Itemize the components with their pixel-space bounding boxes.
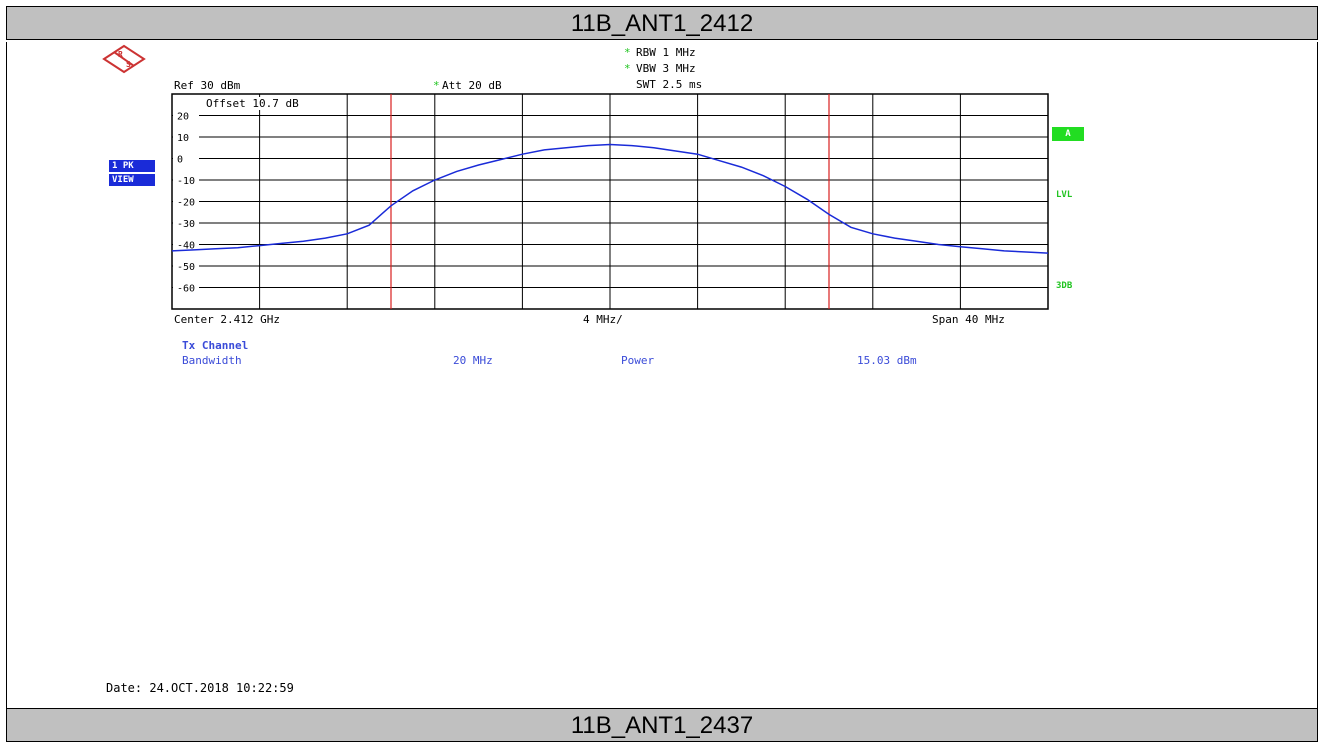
tx-channel-title: Tx Channel: [182, 339, 249, 352]
tick-label-bg: [173, 153, 199, 164]
ref-level-label: Ref 30 dBm: [174, 79, 241, 92]
sweep-time-label: SWT 2.5 ms: [636, 78, 703, 91]
scale-per-div-label: 4 MHz/: [583, 313, 623, 326]
trace-a-badge: A: [1052, 127, 1084, 141]
y-tick-label: -50: [177, 262, 195, 273]
bandwidth-label: Bandwidth: [182, 354, 242, 367]
tick-label-bg: [173, 239, 199, 250]
att-star-icon: *: [433, 79, 440, 92]
header-band-bottom: 11B_ANT1_2437: [6, 708, 1318, 742]
attenuation-label: Att 20 dB: [442, 79, 502, 92]
span-label: Span 40 MHz: [932, 313, 1005, 326]
y-tick-label: 10: [177, 133, 189, 144]
svg-text:R: R: [118, 50, 123, 59]
header-band-top: 11B_ANT1_2412: [6, 6, 1318, 40]
power-value: 15.03 dBm: [857, 354, 917, 367]
tick-label-bg: [173, 218, 199, 228]
y-tick-label: -10: [177, 176, 195, 187]
level-indicator: LVL: [1056, 190, 1073, 200]
tick-label-bg: [173, 175, 199, 185]
tick-label-bg: [173, 196, 199, 207]
svg-text:S: S: [126, 60, 131, 69]
spectrum-plot: 20 10 0 -10 -20 -30 -40 -50 -60: [171, 93, 1049, 310]
tick-label-bg: [173, 282, 199, 293]
spectrum-trace: [171, 143, 1049, 254]
y-tick-label: 20: [177, 112, 189, 123]
y-tick-label: -30: [177, 219, 195, 230]
vbw-label: VBW 3 MHz: [636, 62, 696, 75]
y-tick-label: -60: [177, 284, 195, 295]
rbw-label: RBW 1 MHz: [636, 46, 696, 59]
y-tick-label: -40: [177, 241, 195, 252]
report-frame: [6, 42, 1318, 708]
tick-label-bg: [173, 261, 199, 271]
bandwidth-value: 20 MHz: [453, 354, 493, 367]
vbw-star-icon: *: [624, 62, 631, 75]
date-stamp: Date: 24.OCT.2018 10:22:59: [106, 681, 294, 695]
trace-view-label: VIEW: [109, 174, 155, 186]
center-frequency-label: Center 2.412 GHz: [174, 313, 280, 326]
y-tick-label: -20: [177, 198, 195, 209]
rbw-star-icon: *: [624, 46, 631, 59]
tick-label-bg: [173, 132, 199, 142]
trace-mode-label: 1 PK: [109, 160, 155, 172]
power-label: Power: [621, 354, 655, 367]
y-tick-label: 0: [177, 155, 183, 166]
tick-label-bg: [173, 110, 199, 121]
3db-indicator: 3DB: [1056, 281, 1073, 291]
offset-label: Offset 10.7 dB: [204, 97, 301, 110]
rs-logo-icon: R S: [102, 44, 146, 74]
